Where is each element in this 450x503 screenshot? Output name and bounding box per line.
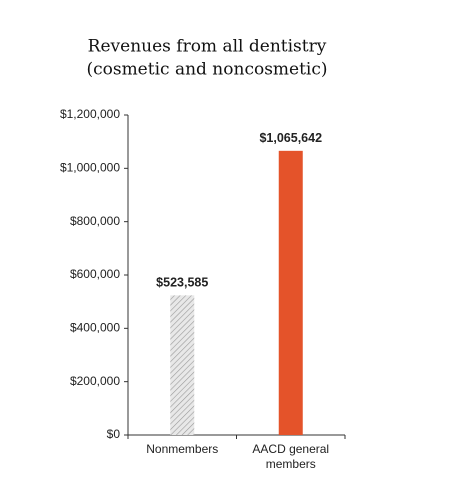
y-tick-label: $1,200,000 [60, 107, 120, 121]
y-tick-label: $1,000,000 [60, 161, 120, 175]
chart-title: Revenues from all dentistry [88, 37, 327, 57]
value-label: $523,585 [156, 276, 208, 290]
y-tick-label: $200,000 [70, 374, 120, 388]
value-label: $1,065,642 [259, 131, 322, 145]
y-tick-label: $800,000 [70, 214, 120, 228]
bar [170, 295, 195, 435]
bar [278, 150, 303, 435]
y-tick-label: $600,000 [70, 267, 120, 281]
x-tick-label: AACD general members [252, 442, 330, 471]
y-tick-label: $0 [107, 427, 121, 441]
x-tick-label: Nonmembers [146, 442, 219, 456]
chart-title: (cosmetic and noncosmetic) [86, 60, 327, 80]
y-tick-label: $400,000 [70, 321, 120, 335]
